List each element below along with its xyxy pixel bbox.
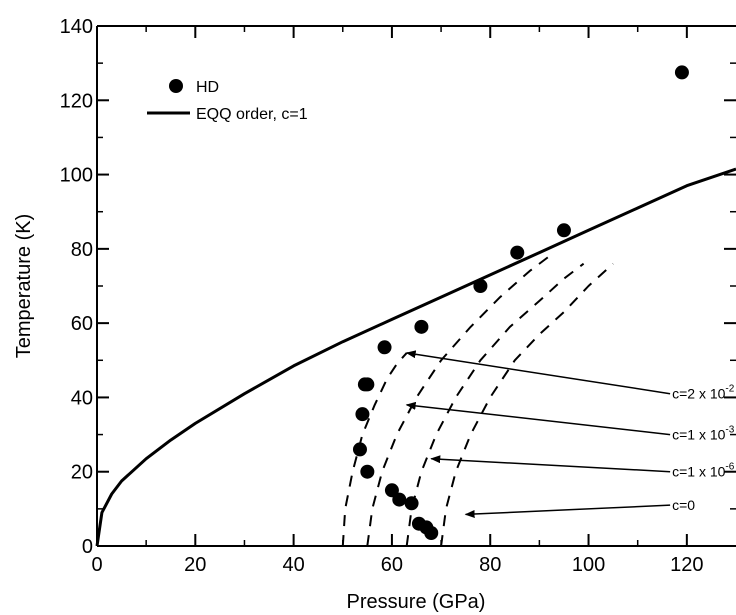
annotation-arrow [430, 455, 671, 473]
x-tick-label: 100 [572, 554, 605, 576]
hd-point [404, 496, 419, 511]
annotations: c=2 x 10-2 c=1 x 10-3 c=1 x 10-6 c=0 [405, 350, 735, 519]
dashed-curve-4 [405, 262, 585, 547]
plot-frame [96, 25, 736, 547]
x-tick-label: 60 [381, 554, 403, 576]
x-axis-title: Pressure (GPa) [347, 591, 486, 613]
legend-hd-marker [169, 79, 183, 93]
hd-point [510, 245, 525, 260]
annotation-arrow [405, 401, 671, 436]
x-tick-label: 120 [670, 554, 703, 576]
y-tick-label: 100 [60, 165, 93, 187]
hd-point [556, 223, 571, 238]
annotation-label: c=2 x 10-2 [672, 384, 735, 402]
x-tick-label: 20 [184, 554, 206, 576]
legend-eqq-label: EQQ order, c=1 [196, 106, 308, 123]
y-tick-label: 80 [71, 239, 93, 261]
hd-point [392, 492, 407, 507]
annotation-label: c=1 x 10-6 [672, 462, 735, 480]
y-tick-label: 0 [82, 536, 93, 558]
hd-point [360, 377, 375, 392]
dashed-curve-3 [366, 251, 555, 547]
y-axis-title: Temperature (K) [13, 214, 35, 359]
legend-hd-label: HD [196, 79, 219, 96]
series-lines [95, 167, 736, 547]
dashed-curve-2 [341, 352, 408, 547]
hd-point [355, 407, 370, 422]
eqq-order-line [95, 167, 736, 547]
legend: HD EQQ order, c=1 [147, 79, 308, 123]
annotation-label: c=0 [672, 497, 695, 513]
hd-point [674, 65, 689, 80]
y-tick-label: 120 [60, 90, 93, 112]
hd-point [360, 464, 375, 479]
annotation-arrow [405, 350, 671, 395]
y-tick-label: 40 [71, 387, 93, 409]
axis-ticks [96, 25, 736, 547]
x-tick-label: 40 [282, 554, 304, 576]
annotation-label: c=1 x 10-3 [672, 425, 735, 443]
hd-point [377, 340, 392, 355]
hd-point [414, 319, 429, 334]
y-tick-label: 60 [71, 313, 93, 335]
hd-points [352, 65, 689, 540]
x-tick-label: 0 [91, 554, 102, 576]
dashed-curve-5 [440, 262, 614, 547]
hd-point [473, 279, 488, 293]
tick-labels: 0 20 40 60 80 100 120 0 20 40 60 80 100 120 140 [60, 16, 704, 576]
x-tick-label: 80 [479, 554, 501, 576]
y-tick-label: 140 [60, 16, 93, 38]
annotation-arrow [464, 504, 671, 519]
y-tick-label: 20 [71, 462, 93, 484]
hd-point [424, 526, 439, 540]
hd-point [352, 442, 367, 457]
